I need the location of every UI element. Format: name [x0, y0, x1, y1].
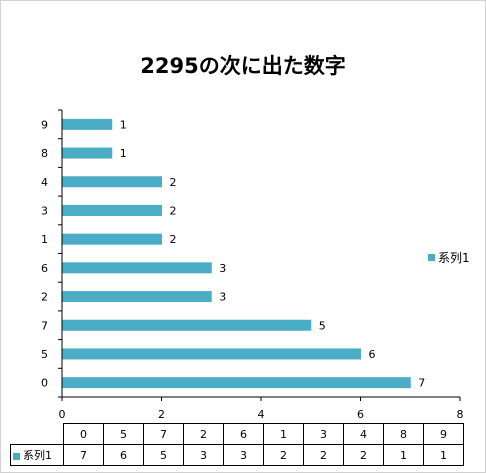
legend-label: 系列1: [438, 251, 470, 265]
data-table-value-cell: 2: [303, 444, 344, 466]
data-label: 1: [120, 147, 127, 160]
data-table-value-cell: 2: [263, 444, 304, 466]
y-tick-label: 5: [41, 348, 48, 361]
x-tick-label: 4: [258, 408, 265, 421]
y-tick-label: 8: [41, 147, 48, 160]
data-table-swatch: [13, 452, 20, 460]
legend: 系列1: [428, 249, 470, 266]
y-tick-label: 2: [41, 291, 48, 304]
data-table-category-cell: 7: [143, 423, 184, 445]
legend-swatch: [428, 254, 435, 261]
y-tick-label: 7: [41, 319, 48, 332]
y-tick-label: 4: [41, 176, 48, 189]
data-label: 2: [170, 233, 177, 246]
x-tick-label: 6: [357, 408, 364, 421]
data-table-category-cell: 1: [263, 423, 304, 445]
data-label: 7: [418, 377, 425, 390]
bar: [62, 176, 162, 188]
data-table-value-cell: 3: [183, 444, 224, 466]
x-tick-label: 8: [457, 408, 464, 421]
data-table-category-cell: 0: [63, 423, 104, 445]
chart-title: 2295の次に出た数字: [140, 54, 346, 78]
bar: [62, 377, 411, 389]
data-table-value-cell: 7: [63, 444, 104, 466]
bar: [62, 118, 113, 130]
data-label: 2: [170, 176, 177, 189]
data-table-category-cell: 4: [343, 423, 384, 445]
data-label: 6: [369, 348, 376, 361]
data-table-value-cell: 1: [383, 444, 424, 466]
data-label: 3: [219, 262, 226, 275]
bar: [62, 204, 162, 216]
data-table-series-header: 系列1: [10, 444, 64, 466]
data-table-value-cell: 5: [143, 444, 184, 466]
data-table-category-cell: 5: [103, 423, 144, 445]
data-table-category-cell: 3: [303, 423, 344, 445]
data-table-category-cell: 9: [423, 423, 464, 445]
bar: [62, 147, 113, 159]
bar: [62, 348, 361, 360]
bar: [62, 262, 212, 274]
data-table-category-cell: 6: [223, 423, 264, 445]
data-table-category-cell: 2: [183, 423, 224, 445]
y-tick-label: 6: [41, 262, 48, 275]
x-tick-label: 0: [59, 408, 66, 421]
bar: [62, 319, 312, 331]
data-label: 2: [170, 204, 177, 217]
data-table-value-cell: 3: [223, 444, 264, 466]
data-table-value-cell: 2: [343, 444, 384, 466]
y-tick-label: 0: [41, 377, 48, 390]
data-table-category-cell: 8: [383, 423, 424, 445]
bar: [62, 291, 212, 303]
data-label: 5: [319, 319, 326, 332]
y-tick-label: 3: [41, 204, 48, 217]
y-tick-label: 9: [41, 118, 48, 131]
data-label: 3: [219, 291, 226, 304]
data-table-corner: [11, 424, 64, 445]
x-tick-label: 2: [158, 408, 165, 421]
data-table-series-name: 系列1: [23, 449, 52, 462]
data-table-value-cell: 1: [423, 444, 464, 466]
data-label: 1: [120, 118, 127, 131]
data-table-value-cell: 6: [103, 444, 144, 466]
bar: [62, 233, 162, 245]
y-tick-label: 1: [41, 233, 48, 246]
